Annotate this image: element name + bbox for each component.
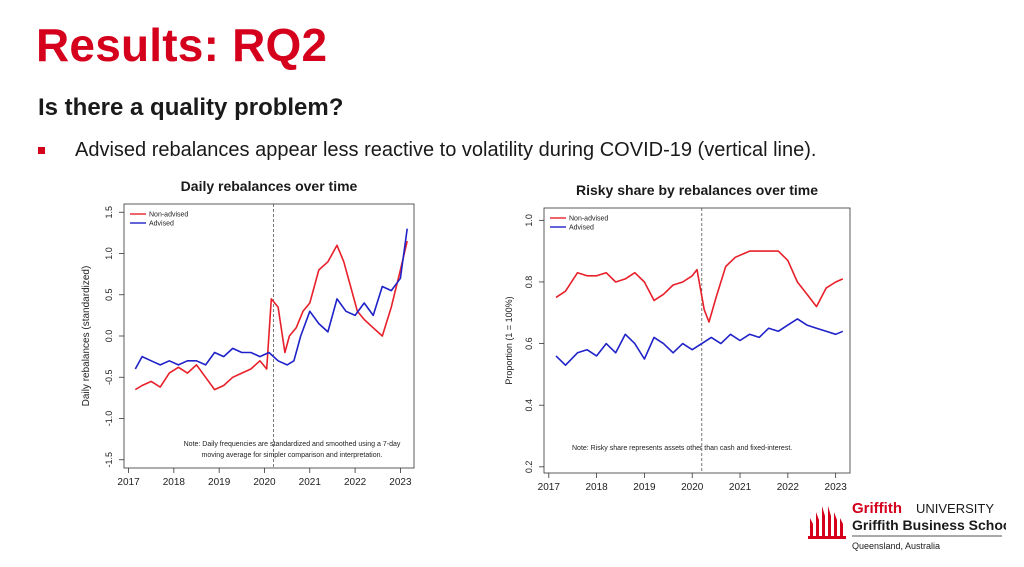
- logo-griffith-word: Griffith: [852, 500, 902, 517]
- logo-school-name: Griffith Business School: [852, 517, 1006, 533]
- chart1-ytick-label: 0.5: [104, 288, 114, 301]
- chart1-ytick-label: -1.5: [104, 452, 114, 468]
- chart1-xtick-label: 2017: [117, 477, 140, 488]
- chart2-legend-label: Advised: [569, 225, 594, 232]
- chart1-legend-label: Non-advised: [149, 212, 188, 219]
- slide-subtitle: Is there a quality problem?: [38, 94, 344, 121]
- chart2-xtick-label: 2020: [681, 482, 704, 493]
- chart-daily-rebalances-svg: Daily rebalances over time 2017 2018 2019 20…: [81, 178, 415, 488]
- logo-university-word: UNIVERSITY: [916, 501, 994, 516]
- chart2-ytick-label: 0.6: [524, 337, 534, 350]
- chart1-ytick-label: 1.5: [104, 206, 114, 219]
- chart1-xtick-label: 2018: [163, 477, 186, 488]
- chart1-ylabel: Daily rebalances (standardized): [81, 266, 92, 407]
- chart1-note: moving average for simpler comparison an…: [202, 452, 383, 459]
- chart1-ytick-label: -0.5: [104, 369, 114, 385]
- slide-title: Results: RQ2: [36, 19, 328, 71]
- chart2-xtick-label: 2017: [538, 482, 561, 493]
- chart2-ytick-label: 0.2: [524, 461, 534, 474]
- chart2-series-non-advised: [555, 250, 844, 323]
- logo-location: Queensland, Australia: [852, 541, 940, 551]
- chart2-xtick-label: 2019: [633, 482, 656, 493]
- chart1-ytick-label: 0.0: [104, 330, 114, 343]
- chart1-ytick-label: -1.0: [104, 411, 114, 427]
- bullet-text: Advised rebalances appear less reactive …: [75, 139, 817, 161]
- chart1-xtick-label: 2023: [389, 477, 412, 488]
- chart2-xtick-label: 2021: [729, 482, 752, 493]
- griffith-logo: Griffith UNIVERSITY Griffith Business Sc…: [806, 498, 1015, 558]
- bullet-item: Advised rebalances appear less reactive …: [38, 140, 816, 160]
- chart1-note: Note: Daily frequencies are standardized…: [184, 441, 401, 448]
- chart2-ytick-label: 1.0: [524, 214, 534, 227]
- chart-daily-rebalances: Daily rebalances over time 2017 2018 2019 20…: [80, 174, 420, 504]
- chart1-xtick-label: 2019: [208, 477, 231, 488]
- chart-risky-share: Risky share by rebalances over time 2017 2…: [500, 180, 860, 500]
- chart2-ytick-label: 0.4: [524, 399, 534, 412]
- griffith-logo-svg: Griffith UNIVERSITY Griffith Business Sc…: [808, 500, 1015, 551]
- chart1-xtick-label: 2021: [299, 477, 322, 488]
- chart2-xtick-label: 2018: [585, 482, 608, 493]
- chart2-plot-frame: [543, 207, 851, 474]
- chart2-ylabel: Proportion (1 = 100%): [504, 296, 514, 384]
- chart2-note: Note: Risky share represents assets othe…: [572, 445, 792, 452]
- chart1-series-non-advised: [134, 240, 408, 391]
- chart1-ytick-label: 1.0: [104, 247, 114, 260]
- chart2-ytick-label: 0.8: [524, 276, 534, 289]
- chart2-xtick-label: 2023: [825, 482, 848, 493]
- chart2-legend-label: Non-advised: [569, 216, 608, 223]
- chart2-xtick-label: 2022: [777, 482, 800, 493]
- chart-risky-share-svg: Risky share by rebalances over time 2017 2…: [504, 182, 851, 493]
- chart1-xtick-label: 2020: [253, 477, 276, 488]
- chart1-legend-label: Advised: [149, 221, 174, 228]
- chart1-title: Daily rebalances over time: [181, 178, 358, 194]
- chart2-title: Risky share by rebalances over time: [576, 182, 818, 198]
- chart2-series-advised: [555, 318, 844, 366]
- chart1-xtick-label: 2022: [344, 477, 367, 488]
- chart1-series-advised: [134, 228, 408, 370]
- bullet-square-icon: [38, 146, 45, 154]
- griffith-emblem-icon: [808, 506, 846, 539]
